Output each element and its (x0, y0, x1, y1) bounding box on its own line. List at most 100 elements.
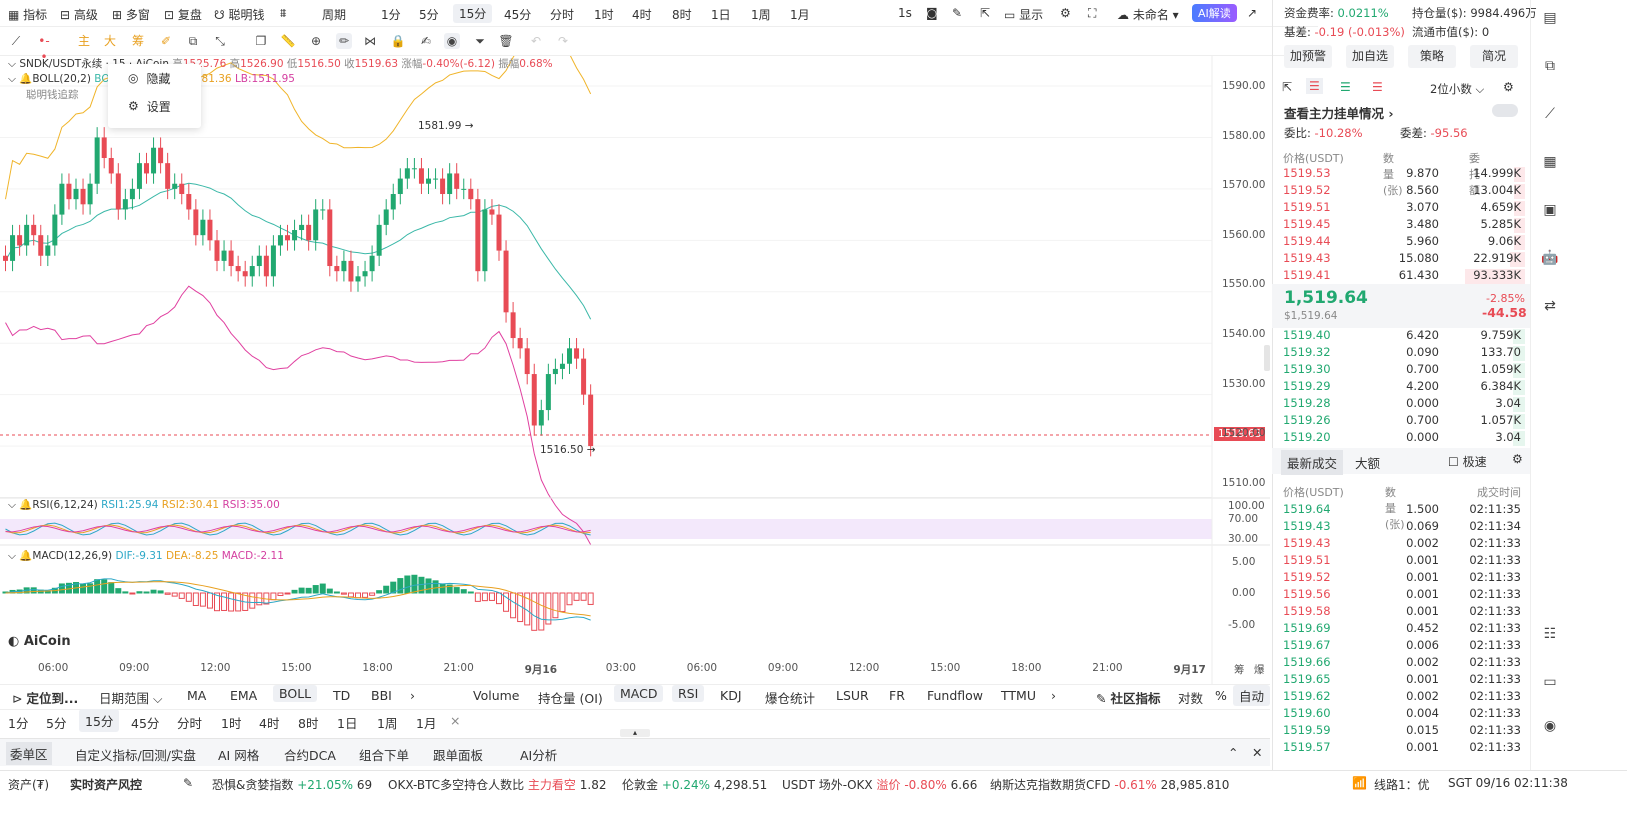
sub-kdj[interactable]: KDJ (720, 688, 742, 703)
ptab-4h[interactable]: 4时 (259, 716, 280, 731)
nasdaq-ticker[interactable]: 纳斯达克指数期货CFD -0.61% 28,985.810 (990, 778, 1230, 792)
trend-icon[interactable]: ⟋ (1545, 106, 1555, 122)
ptab-1h[interactable]: 1时 (221, 716, 242, 731)
layout-name[interactable]: ☁ 未命名 ▾ (1117, 8, 1179, 22)
ind-bbi[interactable]: BBI (371, 688, 392, 703)
trade-row[interactable]: 1519.52 0.001 02:11:33 (1283, 570, 1521, 587)
book-mode-asks-icon[interactable]: ☰ (1372, 80, 1383, 94)
period-4h[interactable]: 4时 (632, 8, 652, 22)
bid-row[interactable]: 1519.29 4.200 6.384K (1283, 379, 1525, 396)
sub-fundflow[interactable]: Fundflow (927, 688, 984, 703)
bid-row[interactable]: 1519.28 0.000 3.04 (1283, 396, 1525, 413)
ask-row[interactable]: 1519.41 61.430 93.333K (1283, 268, 1525, 285)
trade-row[interactable]: 1519.56 0.001 02:11:33 (1283, 587, 1521, 604)
big-order-toggle[interactable]: 大 (103, 34, 116, 48)
copy-icon[interactable]: ⧉ (188, 34, 198, 48)
trade-row[interactable]: 1519.58 0.001 02:11:33 (1283, 604, 1521, 621)
book-mode-both-icon[interactable]: ⇱ (1282, 80, 1293, 94)
trade-row[interactable]: 1519.57 0.001 02:11:33 (1283, 740, 1521, 757)
collapse-icon[interactable]: ⌵ (8, 58, 16, 70)
hide-drawings-icon[interactable]: ◉ (444, 33, 460, 49)
period-1d[interactable]: 1日 (711, 8, 731, 22)
dotline-icon[interactable]: •-• (38, 34, 50, 64)
scroll-right-icon[interactable]: › (410, 688, 415, 703)
trash-icon[interactable]: 🗑 (498, 34, 514, 48)
gold-ticker[interactable]: 伦敦金 +0.24% 4,298.51 (622, 778, 768, 792)
ind-ema[interactable]: EMA (230, 688, 258, 703)
ask-row[interactable]: 1519.52 8.560 13.004K (1283, 183, 1525, 200)
usdt-ticker[interactable]: USDT 场外-OKX 溢价 -0.80% 6.66 (782, 778, 978, 792)
lock-icon[interactable]: 🔒 (390, 34, 406, 48)
bid-row[interactable]: 1519.30 0.700 1.059K (1283, 362, 1525, 379)
expand-icon[interactable]: ⌃ (1228, 745, 1239, 760)
period-1h[interactable]: 1时 (594, 8, 614, 22)
list-icon[interactable]: ☷ (1543, 626, 1557, 642)
ai-bot-icon[interactable]: ◉ (1543, 718, 1557, 734)
line-status[interactable]: 线路1：优 (1374, 778, 1430, 792)
book-mode-split-icon[interactable]: ☰ (1306, 78, 1323, 94)
collapse-icon[interactable]: ⌵ (8, 499, 16, 511)
ptab-45m[interactable]: 45分 (131, 716, 160, 731)
sub-rsi[interactable]: RSI (672, 685, 705, 702)
indicator-button[interactable]: ▦ 指标 (8, 8, 48, 22)
tab-latest-trades[interactable]: 最新成交 (1281, 450, 1344, 475)
scroll-right-icon[interactable]: › (1051, 688, 1056, 703)
sub-oi[interactable]: 持仓量 (OI) (538, 691, 603, 706)
period-8h[interactable]: 8时 (672, 8, 692, 22)
date-range-button[interactable]: 日期范围 ⌵ (99, 691, 163, 706)
sub-liq[interactable]: 爆仓统计 (765, 691, 816, 706)
ptab-ai[interactable]: AI分析 (520, 748, 558, 763)
auto-scale-toggle[interactable]: 自动 (1233, 685, 1271, 706)
ruler-icon[interactable]: 📏 (280, 34, 296, 48)
community-indicators[interactable]: ✎ 社区指标 (1096, 691, 1161, 706)
trade-row[interactable]: 1519.64 1.500 02:11:35 (1283, 502, 1521, 519)
chart-type-icon[interactable]: ⩩ (280, 6, 287, 20)
trade-qty-select[interactable]: 数量(张) ⌵ (1385, 484, 1405, 531)
zoom-icon[interactable]: ⊕ (310, 34, 322, 48)
bid-row[interactable]: 1519.26 0.700 1.057K (1283, 413, 1525, 430)
bid-row[interactable]: 1519.32 0.090 133.70 (1283, 345, 1525, 362)
chart-icon[interactable]: ▦ (1543, 154, 1557, 170)
close-icon[interactable]: ✕ (1252, 745, 1263, 760)
collapse-handle-icon[interactable]: ▴ (620, 729, 650, 737)
decimals-select[interactable]: 2位小数 ⌵ (1430, 82, 1485, 96)
price-chart[interactable] (0, 56, 1318, 684)
tab-large-trades[interactable]: 大额 (1355, 456, 1381, 471)
ptab-tick[interactable]: 分时 (177, 716, 203, 731)
period-label[interactable]: 周期 (322, 8, 347, 22)
bell-icon[interactable]: 🔔 (19, 499, 33, 511)
duplicate-icon[interactable]: ❐ (255, 34, 267, 48)
period-15m[interactable]: 15分 (453, 4, 493, 23)
ai-interpret-button[interactable]: AI解读 (1192, 4, 1237, 22)
period-1mo[interactable]: 1月 (790, 8, 810, 22)
edit-icon[interactable]: ✐ (160, 34, 172, 48)
document-icon[interactable]: ▤ (1543, 10, 1557, 26)
trade-row[interactable]: 1519.51 0.001 02:11:33 (1283, 553, 1521, 570)
period-tick[interactable]: 分时 (550, 8, 575, 22)
settings-menu-item[interactable]: ⚙ 设置 (128, 99, 171, 114)
locate-button[interactable]: ⊳ 定位到... (12, 691, 79, 706)
speed-toggle[interactable]: 1s (898, 6, 912, 20)
trade-row[interactable]: 1519.67 0.006 02:11:33 (1283, 638, 1521, 655)
trade-row[interactable]: 1519.43 0.069 02:11:34 (1283, 519, 1521, 536)
period-1w[interactable]: 1周 (751, 8, 771, 22)
qty-unit-select[interactable]: 数量 (张) ⌵ (1383, 150, 1403, 197)
risk-label[interactable]: 实时资产风控 (70, 778, 143, 792)
percent-toggle[interactable]: % (1215, 688, 1227, 703)
sub-lsur[interactable]: LSUR (836, 688, 869, 703)
book-mode-bids-icon[interactable]: ☰ (1340, 80, 1351, 94)
overview-button[interactable]: 简况 (1470, 45, 1518, 68)
main-force-toggle[interactable]: 主 (77, 34, 90, 48)
main-orders-link[interactable]: 查看主力挂单情况 › (1284, 106, 1394, 121)
pen-icon[interactable]: ✎ (952, 6, 963, 20)
period-5m[interactable]: 5分 (419, 8, 439, 22)
amount-select[interactable]: 委托额 ⌵ (1469, 150, 1480, 197)
fullscreen-icon[interactable]: ⛶ (1088, 6, 1097, 20)
trade-row[interactable]: 1519.62 0.002 02:11:33 (1283, 689, 1521, 706)
ptab-8h[interactable]: 8时 (298, 716, 319, 731)
display-button[interactable]: ▭ 显示 (1004, 8, 1044, 22)
replay-button[interactable]: ⊡ 复盘 (164, 8, 202, 22)
collapse-icon[interactable]: ⌵ (8, 73, 16, 85)
trade-row[interactable]: 1519.43 0.002 02:11:33 (1283, 536, 1521, 553)
bid-row[interactable]: 1519.40 6.420 9.759K (1283, 328, 1525, 345)
